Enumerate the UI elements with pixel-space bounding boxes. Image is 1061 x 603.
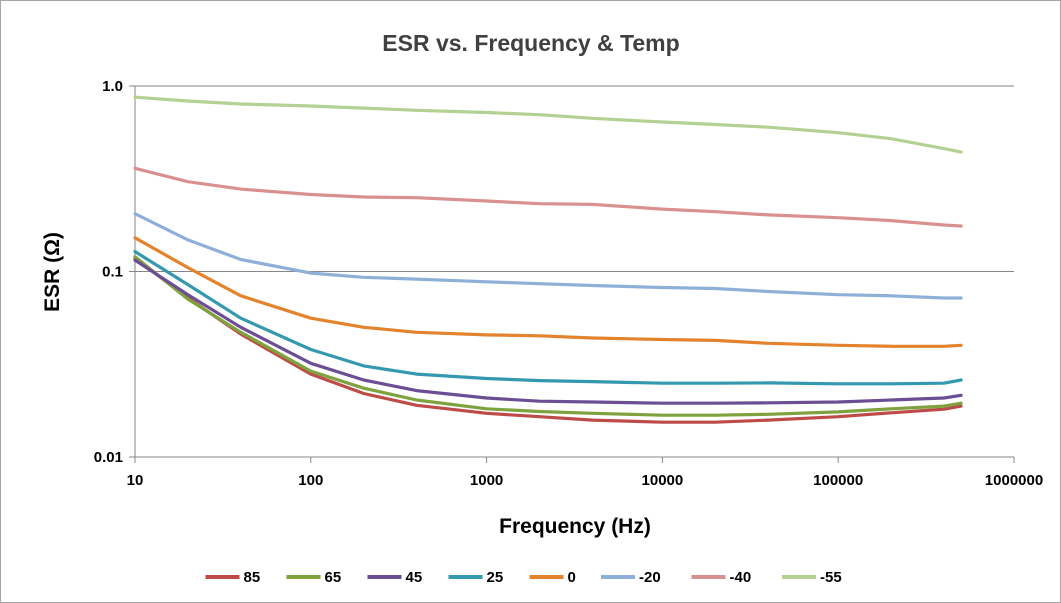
legend-item-3: 25	[448, 569, 504, 586]
y-tick-label-0: 0.01	[94, 449, 123, 466]
legend-label-5: -20	[639, 569, 661, 586]
legend-label-1: 65	[325, 569, 342, 586]
y-tick-label-1: 0.1	[102, 264, 123, 281]
series-line-5	[133, 212, 963, 300]
legend-label-7: -55	[820, 569, 842, 586]
y-axis-title: ESR (Ω)	[41, 232, 64, 312]
series-line-1	[133, 255, 963, 417]
series-lines	[133, 95, 963, 424]
legend: 85 65 45 25 0 -20 -40 -55	[205, 569, 842, 586]
y-tick-labels: 0.01 0.1 1.0	[94, 78, 123, 466]
legend-label-0: 85	[244, 569, 261, 586]
series-line-6	[133, 166, 963, 228]
series-line-3	[133, 250, 963, 386]
axes	[129, 85, 1015, 463]
x-tick-label-1: 100	[298, 472, 323, 489]
x-tick-label-5: 1000000	[985, 472, 1043, 489]
legend-label-3: 25	[487, 569, 504, 586]
series-line-7	[133, 95, 963, 154]
series-line-4	[133, 236, 963, 348]
chart-title: ESR vs. Frequency & Temp	[382, 30, 679, 56]
legend-item-0: 85	[205, 569, 261, 586]
x-tick-label-0: 10	[127, 472, 144, 489]
series-line-2	[133, 258, 963, 405]
legend-item-6: -40	[691, 569, 752, 586]
x-tick-label-2: 1000	[470, 472, 503, 489]
x-tick-label-4: 100000	[813, 472, 863, 489]
legend-item-2: 45	[367, 569, 423, 586]
y-tick-label-2: 1.0	[102, 78, 123, 95]
legend-item-4: 0	[529, 569, 576, 586]
x-tick-labels: 10 100 1000 10000 100000 1000000	[127, 472, 1044, 489]
legend-item-5: -20	[601, 569, 661, 586]
x-tick-label-3: 10000	[642, 472, 684, 489]
legend-item-7: -55	[782, 569, 842, 586]
series-line-0	[133, 256, 963, 424]
legend-item-1: 65	[286, 569, 342, 586]
x-axis-title: Frequency (Hz)	[499, 515, 651, 538]
legend-label-4: 0	[568, 569, 576, 586]
legend-label-6: -40	[730, 569, 752, 586]
legend-label-2: 45	[406, 569, 423, 586]
